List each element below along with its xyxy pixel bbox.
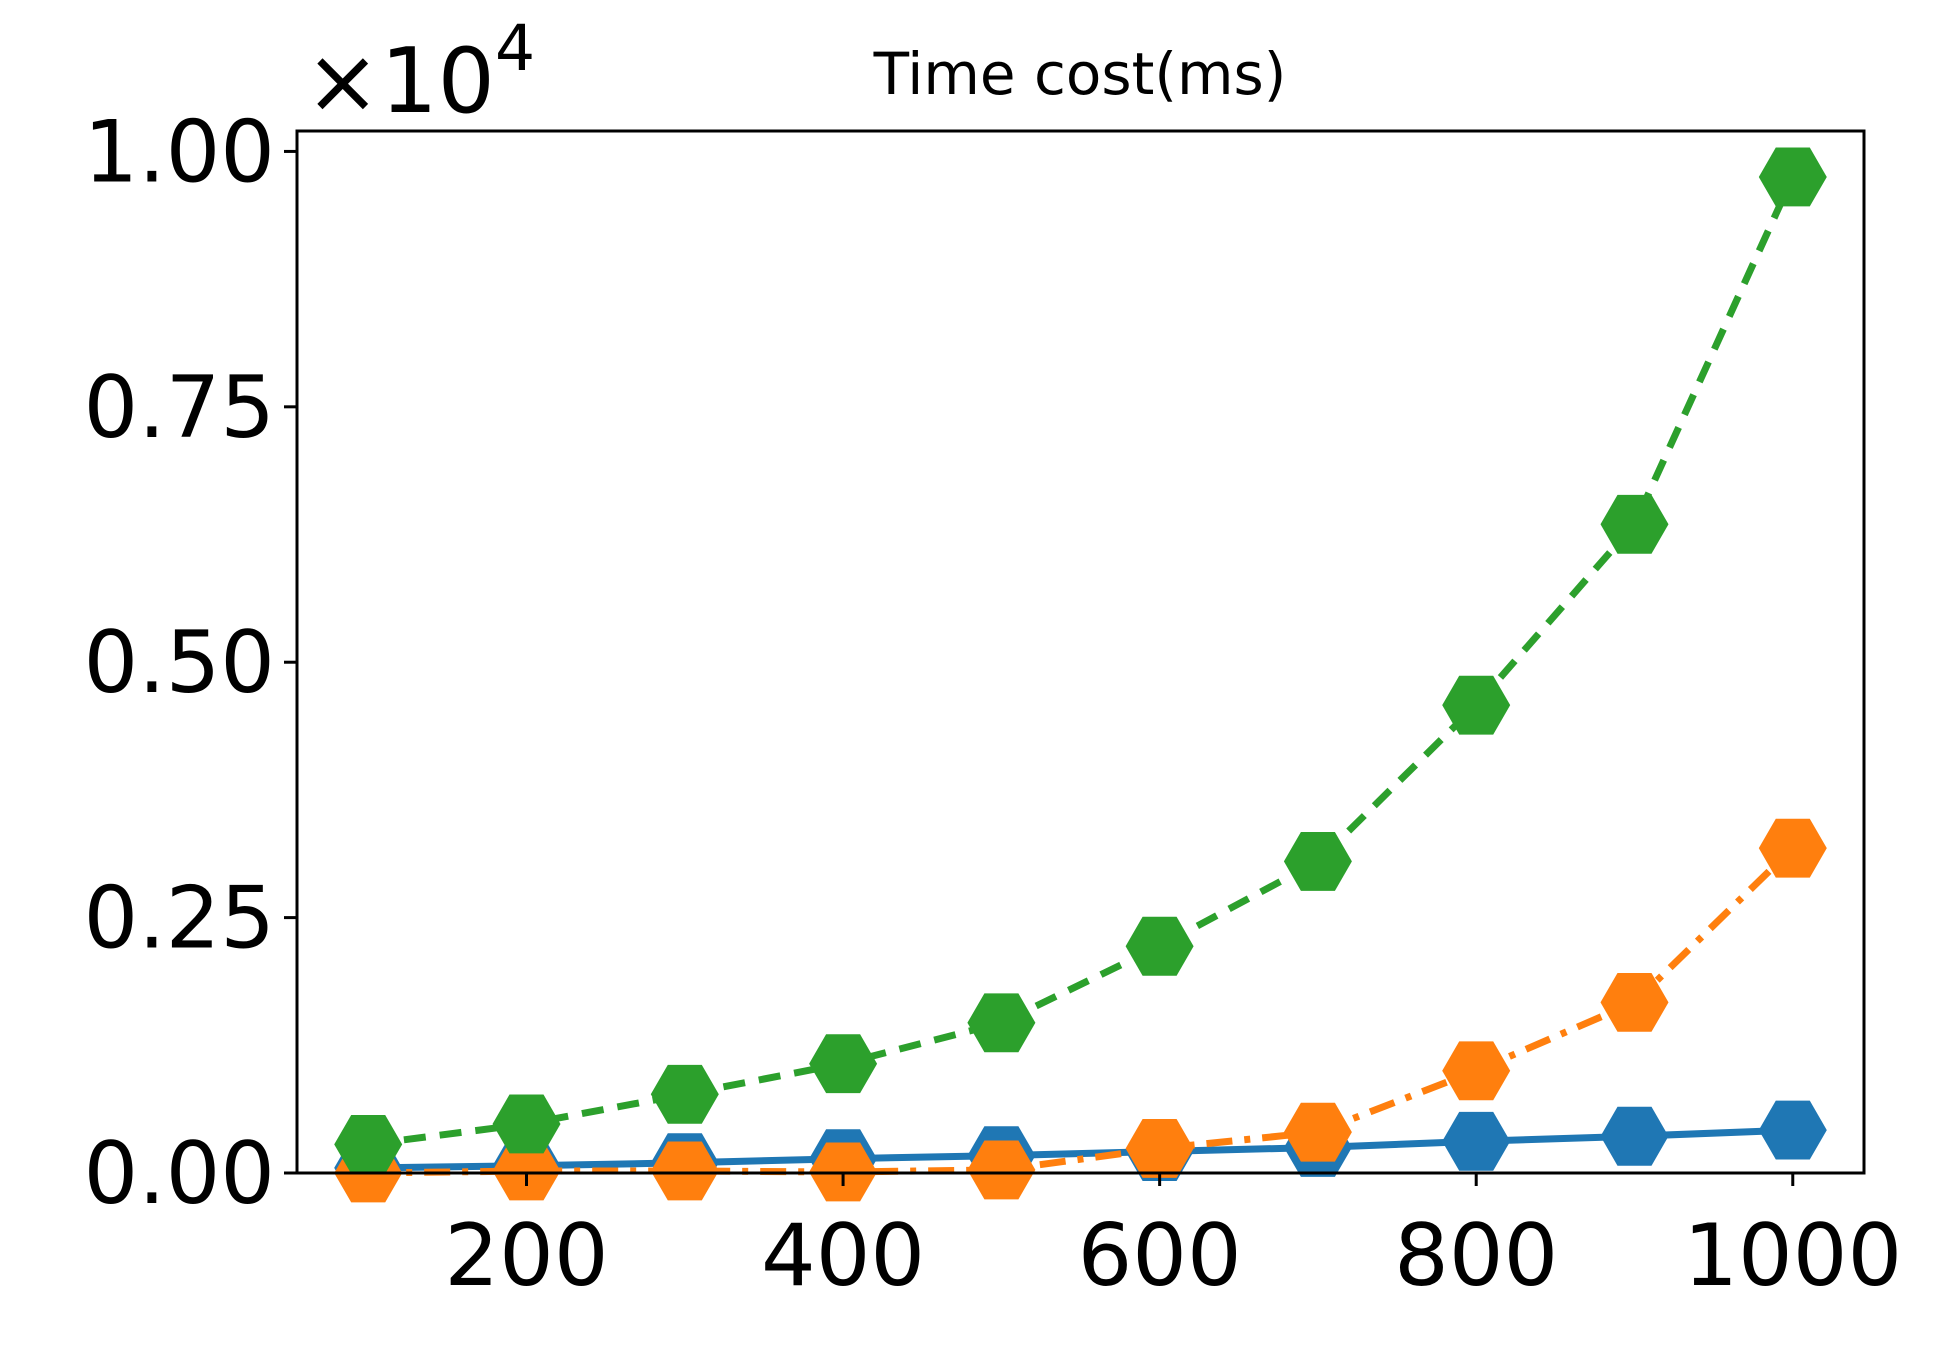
series-2-point xyxy=(492,1141,561,1201)
y-offset-base: ×10 xyxy=(305,29,495,134)
series-1-line xyxy=(368,1126,1793,1172)
y-offset-exponent: 4 xyxy=(495,12,535,85)
series-3-point xyxy=(334,1115,403,1174)
series-2-line xyxy=(368,845,1796,1177)
series-2 xyxy=(334,818,1827,1203)
x-tick-label: 800 xyxy=(1394,1206,1558,1306)
series-1-point xyxy=(1758,1100,1827,1160)
series-2-point xyxy=(1283,1102,1352,1162)
plot-marks xyxy=(334,147,1827,1203)
plot-frame xyxy=(295,129,1866,1175)
x-tick-label: 400 xyxy=(761,1206,925,1306)
series-2-point xyxy=(1125,1119,1194,1178)
series-1-point xyxy=(1442,1111,1511,1171)
series-2-point xyxy=(1758,818,1827,878)
series-3-point xyxy=(650,1064,719,1124)
y-tick-label: 1.00 xyxy=(84,102,275,202)
series-3-point xyxy=(809,1034,878,1094)
series-2-point xyxy=(1442,1041,1511,1101)
x-tick-label: 1000 xyxy=(1683,1206,1902,1306)
series-3-point xyxy=(1283,832,1352,891)
series-3-point xyxy=(1600,494,1669,554)
x-tick-label: 200 xyxy=(444,1206,608,1306)
y-tick-label: 0.50 xyxy=(84,613,275,713)
series-2-point xyxy=(1600,973,1669,1032)
y-tick-label: 0.00 xyxy=(84,1124,275,1224)
x-tick-label: 600 xyxy=(1078,1206,1242,1306)
series-1-point xyxy=(1600,1106,1669,1166)
series-3-line xyxy=(367,175,1796,1148)
axes: 0.00 0.25 0.50 0.75 1.00 200 400 600 800 1000 xyxy=(84,102,1903,1306)
series-3-point xyxy=(1442,675,1511,735)
series-3-point xyxy=(967,993,1036,1053)
chart-title: Time cost(ms) xyxy=(873,40,1287,108)
series-2-point xyxy=(967,1140,1036,1200)
series-2-point xyxy=(650,1141,719,1201)
y-tick-label: 0.75 xyxy=(84,358,275,458)
y-tick-label: 0.25 xyxy=(84,869,275,969)
y-offset-text: ×104 xyxy=(305,12,535,134)
series-3-point xyxy=(1125,916,1194,976)
series-3-point xyxy=(492,1094,561,1154)
series-3 xyxy=(334,147,1827,1174)
series-3-point xyxy=(1758,147,1827,207)
